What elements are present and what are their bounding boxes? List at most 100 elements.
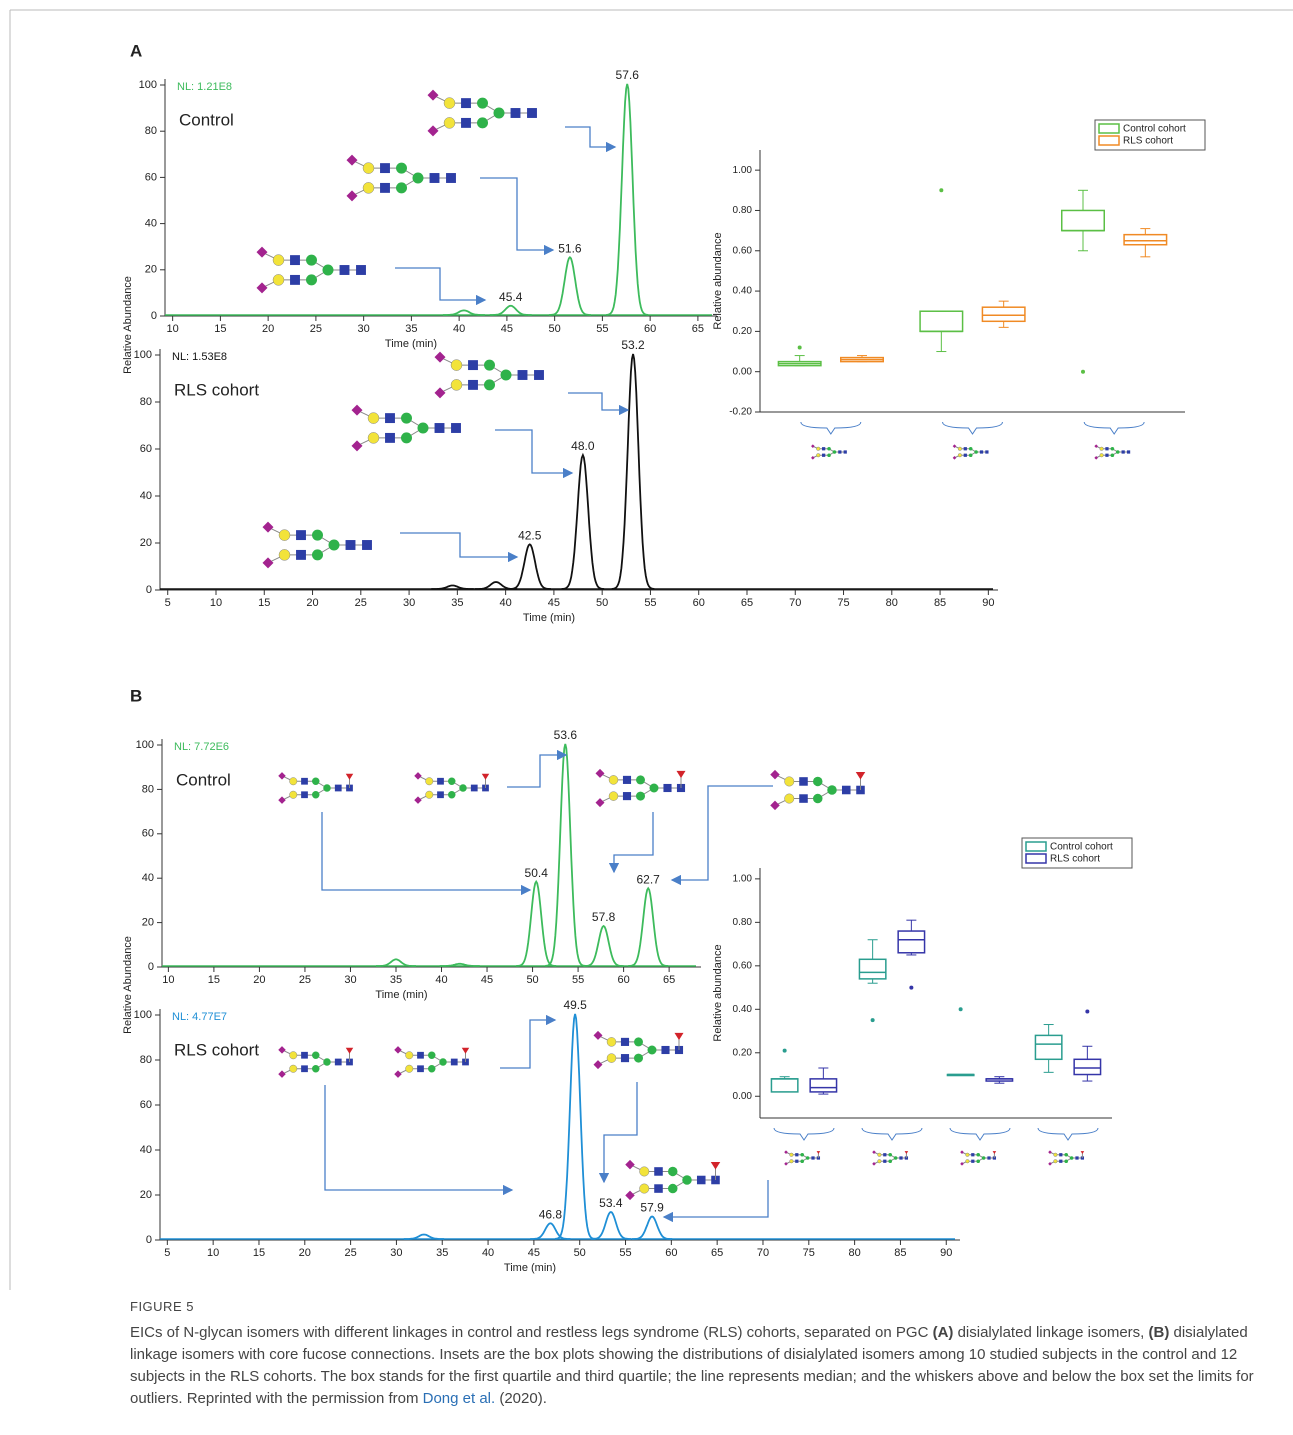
y-tick-label: 0.20 — [733, 326, 753, 337]
y-axis-label: Relative abundance — [712, 944, 724, 1041]
x-tick-label: 15 — [214, 323, 226, 335]
mannose — [976, 1159, 980, 1164]
arrow — [565, 126, 617, 153]
peak-label: 53.6 — [554, 728, 578, 742]
note: NL: 1.21E8 — [177, 81, 232, 93]
glcnac — [468, 360, 478, 371]
fucose — [710, 1161, 721, 1170]
y-axis-label: Relative Abundance — [122, 276, 134, 374]
glcnac — [841, 785, 851, 795]
mannose — [396, 182, 407, 194]
galactose — [443, 97, 456, 109]
outlier — [958, 1007, 963, 1012]
x-tick-label: 65 — [663, 974, 675, 986]
x-tick-label: 75 — [837, 597, 849, 609]
arrow — [321, 812, 532, 896]
arrow — [480, 177, 555, 256]
y-tick-label: 0.00 — [733, 1091, 753, 1102]
sialic-acid — [595, 768, 605, 778]
panel-label: B — [130, 686, 142, 705]
arrow — [495, 429, 574, 479]
sialic-acid — [346, 190, 358, 202]
galactose — [425, 790, 434, 799]
peak — [611, 353, 655, 590]
glcnac — [654, 1184, 663, 1193]
x-tick-label: 55 — [596, 323, 608, 335]
y-tick-label: 40 — [142, 872, 154, 884]
mannose — [312, 1065, 320, 1073]
legend-swatch — [1025, 853, 1047, 864]
y-tick-label: 0.40 — [733, 286, 753, 297]
galactose — [289, 777, 298, 786]
mannose — [401, 412, 412, 424]
category-brace — [942, 421, 1003, 435]
mannose — [312, 1051, 320, 1059]
mannose — [1064, 1152, 1068, 1157]
glcnac — [290, 274, 300, 285]
peak-label: 51.6 — [558, 241, 582, 255]
glcnac — [345, 540, 356, 550]
x-tick-label: 30 — [358, 323, 370, 335]
glycan-icon — [593, 1030, 684, 1070]
galactose — [1053, 1152, 1058, 1157]
glycan-icon — [770, 769, 866, 811]
peak — [606, 83, 649, 316]
glycan-icon — [394, 1046, 470, 1078]
category-brace — [773, 1127, 835, 1141]
category-brace — [861, 1127, 923, 1141]
y-axis-label: Relative Abundance — [122, 936, 134, 1034]
y-tick-label: 100 — [134, 349, 152, 361]
caption-text: (2020). — [495, 1390, 547, 1407]
box — [981, 306, 1026, 323]
box — [770, 1078, 799, 1093]
category-brace — [1083, 421, 1145, 435]
galactose — [877, 1152, 882, 1157]
outlier — [939, 188, 944, 193]
note: NL: 1.53E8 — [172, 351, 227, 363]
sialic-acid — [278, 1046, 286, 1054]
galactose — [289, 1051, 298, 1060]
mannose — [328, 539, 340, 551]
fucose — [816, 1151, 821, 1155]
peak-label: 50.4 — [525, 866, 549, 880]
y-tick-label: 0 — [151, 310, 157, 322]
glcnac — [654, 1167, 663, 1176]
x-tick-label: 40 — [435, 974, 447, 986]
x-tick-label: 55 — [619, 1247, 631, 1259]
glcnac — [385, 432, 395, 443]
outlier — [1081, 369, 1085, 374]
x-tick-label: 35 — [405, 323, 417, 335]
y-tick-label: 40 — [140, 490, 152, 502]
x-tick-label: 75 — [803, 1247, 815, 1259]
glycan-icon — [434, 351, 544, 399]
legend-label: Control cohort — [1050, 842, 1113, 853]
arrow — [395, 267, 487, 306]
x-tick-label: 25 — [299, 974, 311, 986]
peak — [516, 879, 557, 967]
glcnac — [334, 784, 342, 792]
x-tick-label: 40 — [500, 597, 512, 609]
mannose — [981, 1156, 986, 1160]
galactose — [784, 793, 795, 804]
x-tick-label: 50 — [549, 323, 561, 335]
sialic-acid — [1094, 444, 1098, 448]
mannose — [636, 791, 645, 801]
glcnac — [811, 1156, 815, 1160]
legend-label: Control cohort — [1123, 124, 1186, 135]
y-tick-label: 0.80 — [733, 205, 753, 216]
galactose — [957, 446, 962, 451]
peak — [554, 1013, 596, 1240]
glcnac — [385, 413, 395, 424]
caption-text: (B) — [1148, 1324, 1170, 1341]
citation-link[interactable]: Dong et al. — [422, 1390, 496, 1407]
x-tick-label: 45 — [548, 597, 560, 609]
arrow — [662, 1180, 769, 1223]
x-tick-label: 20 — [262, 323, 274, 335]
y-tick-label: 60 — [140, 443, 152, 455]
glcnac — [356, 265, 366, 275]
galactose — [606, 1037, 617, 1047]
glcnac — [622, 792, 632, 801]
peak — [590, 1210, 631, 1240]
x-tick-label: 25 — [344, 1247, 356, 1259]
box — [1061, 209, 1105, 232]
